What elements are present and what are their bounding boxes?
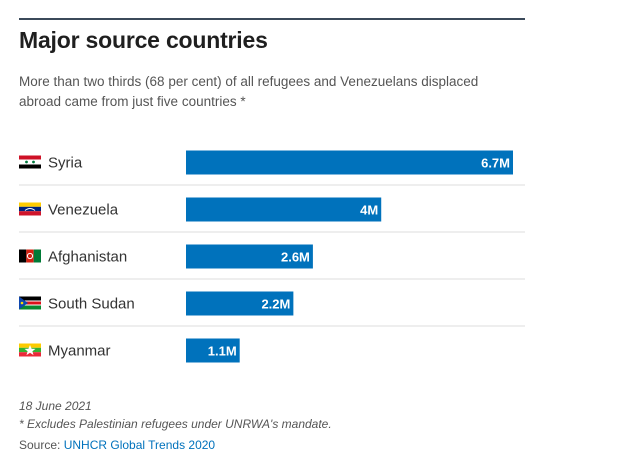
bar bbox=[186, 150, 513, 175]
chart-subtitle: More than two thirds (68 per cent) of al… bbox=[19, 74, 479, 109]
value-label: 4M bbox=[360, 203, 378, 218]
flag-stripe bbox=[19, 352, 41, 357]
flag-stripe bbox=[19, 305, 41, 310]
flag-stripe bbox=[19, 301, 41, 305]
south-sudan-flag-icon bbox=[19, 296, 41, 310]
bar bbox=[186, 244, 313, 269]
source-line: Source: UNHCR Global Trends 2020 bbox=[19, 438, 215, 452]
footnote: * Excludes Palestinian refugees under UN… bbox=[19, 417, 332, 431]
flag-stripe bbox=[19, 155, 41, 160]
afghanistan-flag-icon bbox=[19, 249, 41, 263]
category-label: Myanmar bbox=[48, 343, 111, 360]
flag-stripe bbox=[19, 296, 41, 301]
chart-title: Major source countries bbox=[19, 27, 268, 53]
flag-stripe bbox=[19, 249, 27, 263]
myanmar-flag-icon bbox=[19, 343, 41, 357]
flag-star bbox=[20, 301, 24, 305]
flag-triangle bbox=[19, 296, 28, 310]
value-label: 2.6M bbox=[281, 250, 310, 265]
flag-emblem bbox=[26, 252, 34, 260]
category-label: Syria bbox=[48, 155, 83, 172]
source-prefix: Source: bbox=[19, 438, 64, 452]
flag-stripe bbox=[33, 249, 41, 263]
flag-stripe bbox=[26, 249, 34, 263]
bar bbox=[186, 291, 294, 316]
value-label: 1.1M bbox=[208, 344, 237, 359]
venezuela-flag-icon bbox=[19, 202, 41, 216]
bar bbox=[186, 338, 240, 363]
flag-stripe bbox=[19, 304, 41, 306]
category-label: South Sudan bbox=[48, 296, 135, 313]
source-link[interactable]: UNHCR Global Trends 2020 bbox=[63, 438, 216, 452]
flag-stripe bbox=[19, 300, 41, 302]
bar-chart: Syria 6.7M Venezuela 4M Afghanistan 2.6M South… bbox=[19, 150, 525, 363]
category-label: Afghanistan bbox=[48, 249, 127, 266]
syria-flag-icon bbox=[19, 155, 41, 169]
flag-stripe bbox=[19, 211, 41, 216]
value-label: 6.7M bbox=[481, 156, 510, 171]
flag-star bbox=[24, 345, 36, 356]
flag-stripe bbox=[19, 159, 41, 165]
flag-stripe bbox=[19, 202, 41, 207]
top-rule bbox=[19, 18, 525, 20]
category-label: Venezuela bbox=[48, 202, 119, 219]
flag-stripe bbox=[19, 164, 41, 169]
value-label: 2.2M bbox=[261, 297, 290, 312]
flag-star bbox=[32, 160, 35, 164]
flag-star bbox=[25, 160, 28, 164]
publication-date: 18 June 2021 bbox=[19, 399, 92, 413]
bar bbox=[186, 197, 382, 222]
flag-stars-arc bbox=[24, 208, 36, 211]
